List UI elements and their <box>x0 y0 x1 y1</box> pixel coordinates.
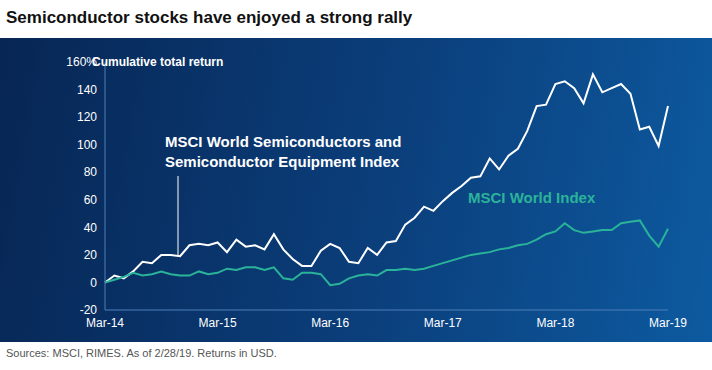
svg-text:20: 20 <box>84 248 98 262</box>
html-text:MSCI World Semiconductors and: MSCI World Semiconductors and Semiconduc… <box>165 133 402 170</box>
html-text:MSCI World Index: MSCI World Index <box>468 189 596 206</box>
svg-text:Mar-19: Mar-19 <box>649 316 687 330</box>
html-text:Cumulative total return: Cumulative total return <box>92 55 224 69</box>
svg-text:-20: -20 <box>80 303 98 317</box>
svg-text:Mar-16: Mar-16 <box>311 316 349 330</box>
svg-text:120: 120 <box>77 110 97 124</box>
svg-text:Mar-15: Mar-15 <box>199 316 237 330</box>
svg-text:0: 0 <box>90 276 97 290</box>
svg-text:100: 100 <box>77 138 97 152</box>
svg-text:Mar-17: Mar-17 <box>424 316 462 330</box>
svg-text:140: 140 <box>77 83 97 97</box>
svg-text:60: 60 <box>84 193 98 207</box>
svg-text:Mar-18: Mar-18 <box>536 316 574 330</box>
svg-text:40: 40 <box>84 221 98 235</box>
svg-text:Mar-14: Mar-14 <box>86 316 124 330</box>
html-text:Semiconductor stocks have enjo: Semiconductor stocks have enjoyed a stro… <box>6 8 413 27</box>
svg-text:80: 80 <box>84 165 98 179</box>
svg-text:160%: 160% <box>66 55 97 70</box>
html-text:Sources: MSCI, RIMES. As of 2/: Sources: MSCI, RIMES. As of 2/28/19. Ret… <box>6 347 277 359</box>
